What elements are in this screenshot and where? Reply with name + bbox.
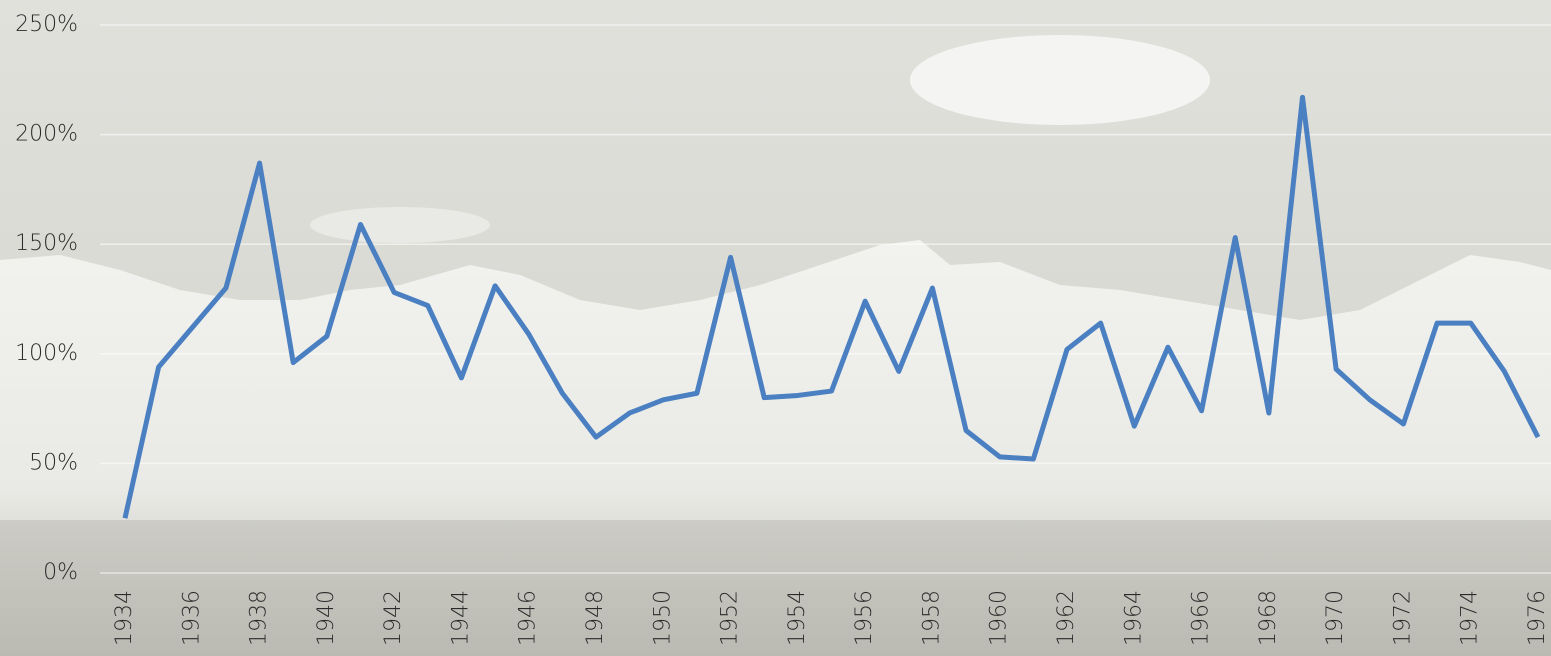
y-tick-label: 100%	[15, 341, 78, 366]
y-tick-label: 0%	[43, 560, 78, 585]
x-tick-label: 1968	[1256, 590, 1281, 646]
x-tick-label: 1936	[179, 590, 204, 646]
y-tick-label: 50%	[29, 450, 78, 475]
x-tick-label: 1944	[448, 590, 473, 646]
x-tick-label: 1970	[1323, 590, 1348, 646]
x-tick-label: 1956	[852, 590, 877, 646]
x-tick-label: 1948	[583, 590, 608, 646]
x-tick-label: 1938	[247, 590, 272, 646]
x-tick-label: 1954	[785, 590, 810, 646]
cloud	[310, 207, 490, 243]
x-tick-label: 1972	[1390, 590, 1415, 646]
y-tick-label: 150%	[15, 231, 78, 256]
x-tick-label: 1934	[112, 590, 137, 646]
x-tick-label: 1964	[1121, 590, 1146, 646]
x-tick-label: 1976	[1525, 590, 1550, 646]
x-tick-label: 1942	[381, 590, 406, 646]
data-line	[122, 94, 1541, 519]
foothills	[0, 520, 1551, 656]
x-tick-label: 1966	[1189, 590, 1214, 646]
x-tick-label: 1974	[1458, 590, 1483, 646]
x-tick-label: 1958	[919, 590, 944, 646]
x-tick-label: 1940	[314, 590, 339, 646]
cloud	[910, 35, 1210, 125]
y-tick-label: 250%	[15, 12, 78, 37]
y-tick-label: 200%	[15, 122, 78, 147]
x-tick-label: 1960	[987, 590, 1012, 646]
x-tick-label: 1952	[718, 590, 743, 646]
x-tick-label: 1962	[1054, 590, 1079, 646]
x-tick-label: 1946	[516, 590, 541, 646]
x-tick-label: 1950	[650, 590, 675, 646]
